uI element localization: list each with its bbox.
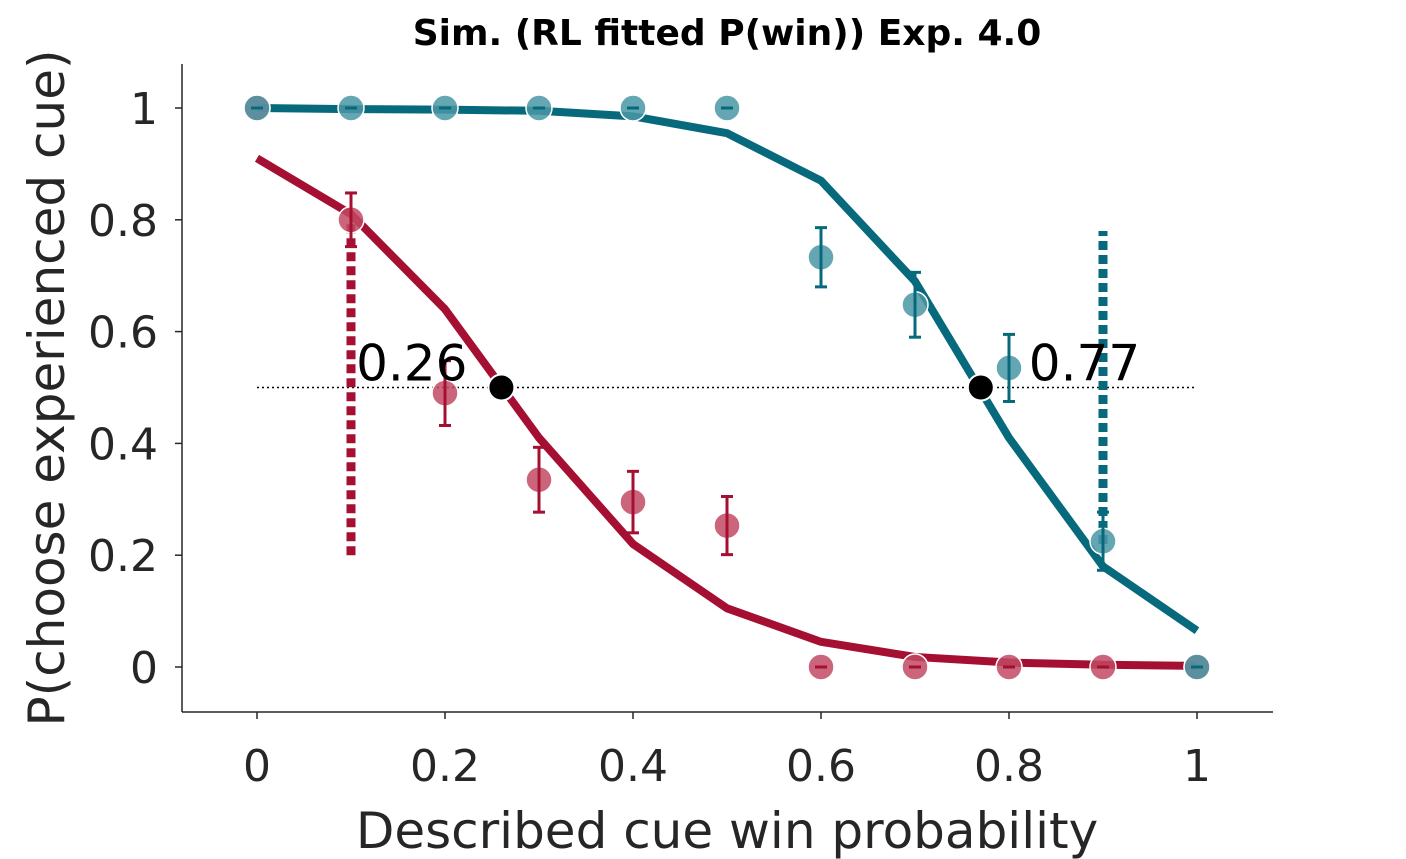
data-point xyxy=(431,359,459,428)
y-tick-label: 0.4 xyxy=(88,419,158,470)
plot-area: 0.26 0.77 xyxy=(243,94,1211,681)
data-point xyxy=(807,226,835,289)
data-point xyxy=(525,445,553,514)
data-point xyxy=(901,653,929,681)
data-point xyxy=(1089,653,1117,681)
x-tick-label: 0 xyxy=(243,741,271,792)
chart-title: Sim. (RL fitted P(win)) Exp. 4.0 xyxy=(413,13,1042,54)
data-point xyxy=(901,270,929,339)
x-tick-label: 1 xyxy=(1183,741,1211,792)
data-point xyxy=(619,469,647,535)
data-point xyxy=(619,94,647,122)
indifference-label-2: 0.77 xyxy=(1029,335,1140,393)
y-axis-label: P(choose experienced cue) xyxy=(18,50,76,727)
y-tick-label: 1 xyxy=(130,84,158,135)
x-tick-label: 0.4 xyxy=(598,741,668,792)
data-point xyxy=(713,94,741,122)
data-point xyxy=(431,94,459,122)
x-tick-label: 0.6 xyxy=(786,741,856,792)
x-axis-label: Described cue win probability xyxy=(356,802,1098,859)
data-point xyxy=(337,191,365,249)
y-tick-label: 0 xyxy=(130,643,158,694)
data-point xyxy=(243,94,271,122)
x-tick-label: 0.2 xyxy=(410,741,480,792)
data-point xyxy=(807,653,835,681)
data-point xyxy=(337,94,365,122)
data-point xyxy=(525,94,553,122)
y-tick-label: 0.8 xyxy=(88,196,158,247)
indifference-point-2 xyxy=(966,373,995,402)
data-point xyxy=(995,653,1023,681)
axis-ticks: 0 0.2 0.4 0.6 0.8 1 0 0.2 0.4 0.6 0.8 1 xyxy=(88,84,1211,792)
data-point xyxy=(1089,510,1117,572)
y-tick-label: 0.6 xyxy=(88,308,158,359)
fit-curve-1 xyxy=(254,154,1198,670)
data-point xyxy=(713,495,741,557)
x-tick-label: 0.8 xyxy=(974,741,1044,792)
y-tick-label: 0.2 xyxy=(88,531,158,582)
indifference-point-1 xyxy=(487,373,516,402)
indifference-label-1: 0.26 xyxy=(356,335,467,393)
data-point xyxy=(995,332,1023,403)
fit-curve-2 xyxy=(256,104,1200,634)
data-point xyxy=(1183,653,1211,681)
